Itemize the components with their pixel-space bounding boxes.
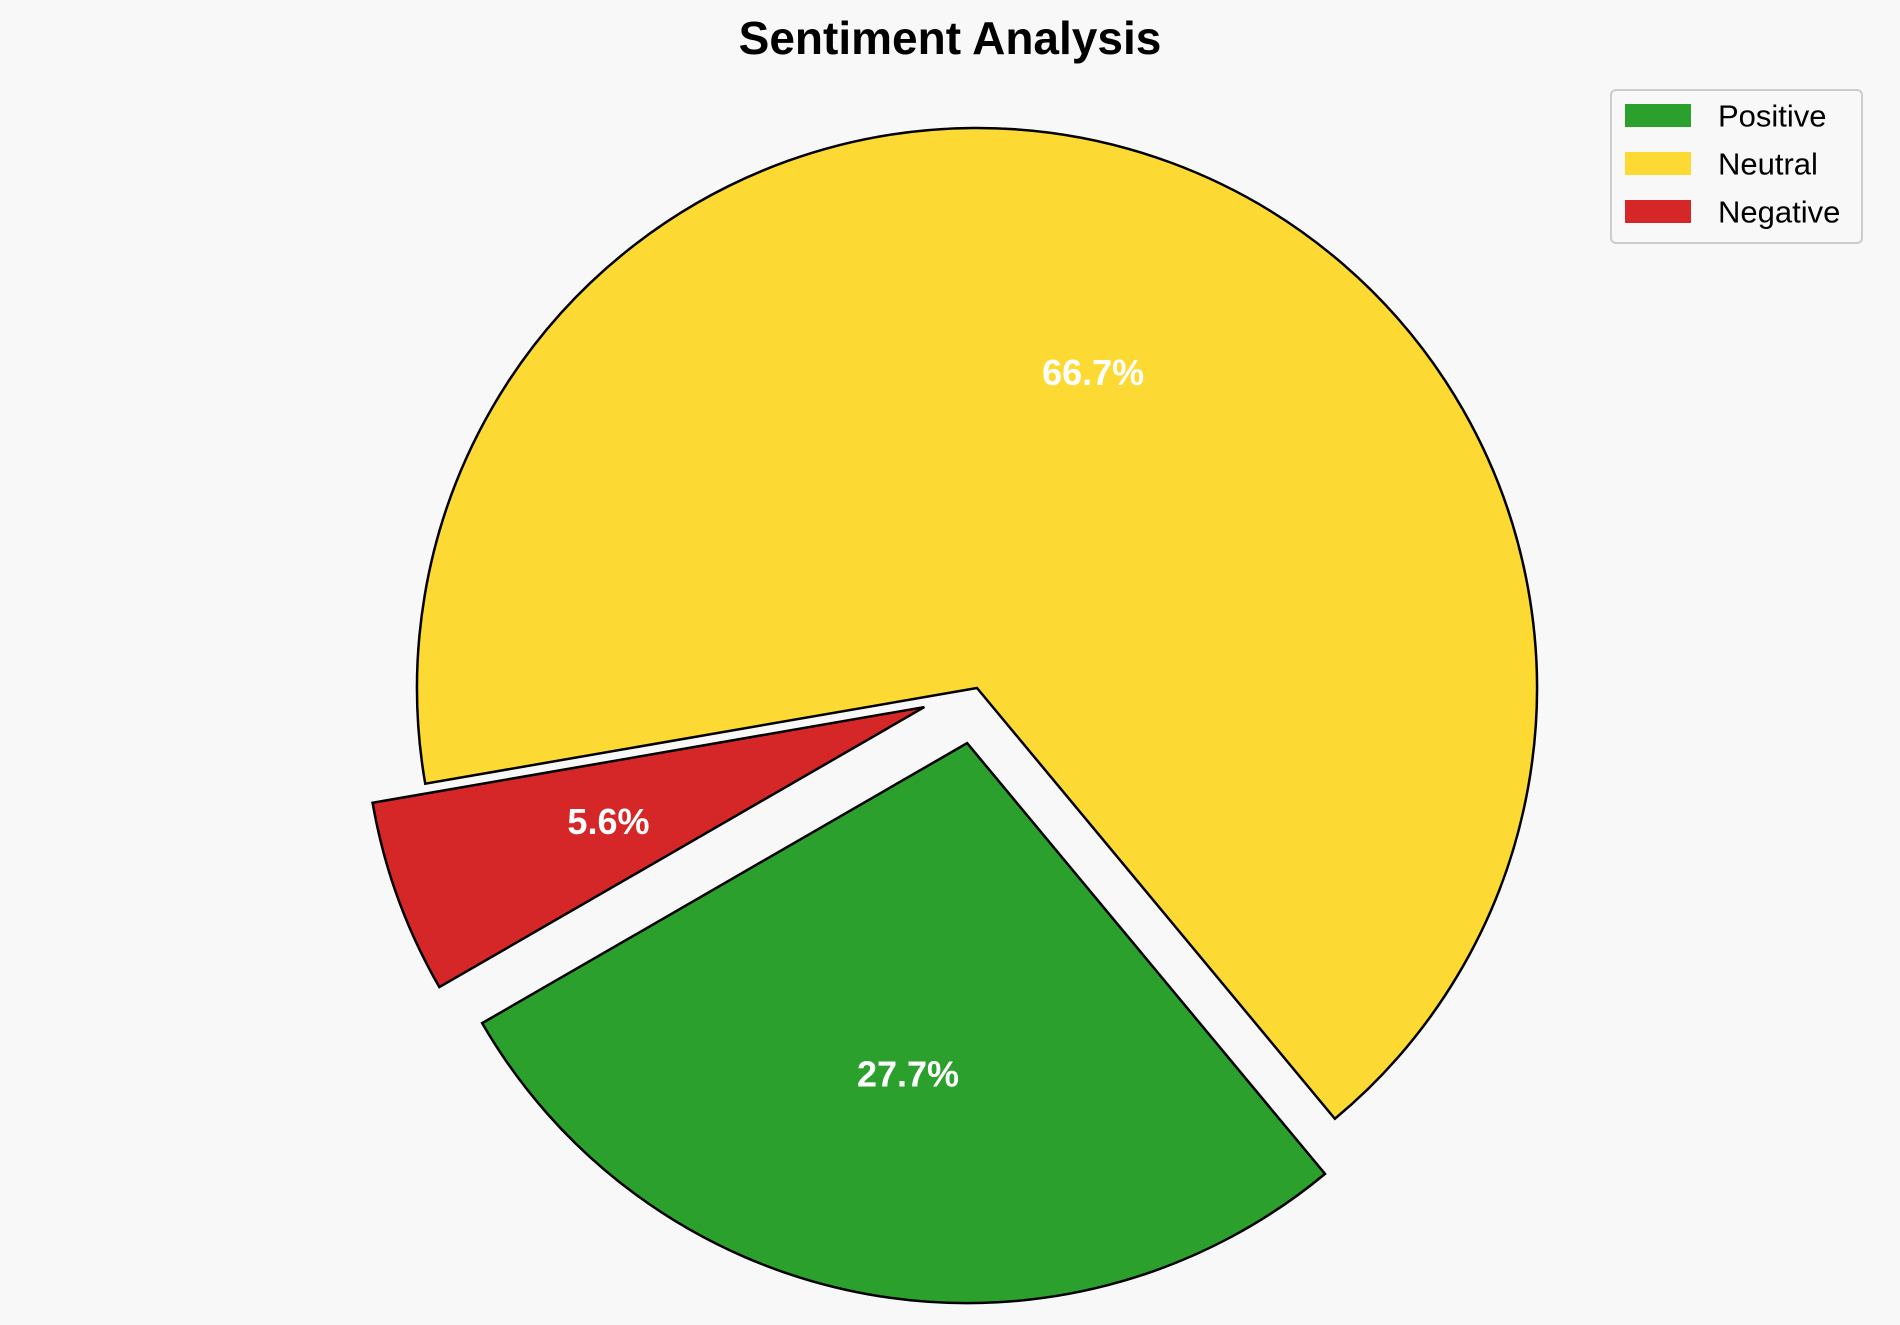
legend-swatch-positive [1625,104,1691,127]
legend-label-neutral: Neutral [1718,147,1818,182]
chart-title: Sentiment Analysis [739,12,1162,64]
slice-label-negative: 5.6% [567,801,649,842]
legend-items: Positive Neutral Negative [1625,99,1840,230]
legend-label-positive: Positive [1718,99,1827,134]
slice-label-positive: 27.7% [857,1053,959,1094]
slice-label-neutral: 66.7% [1042,352,1144,393]
legend: Positive Neutral Negative [1610,89,1863,244]
legend-label-negative: Negative [1718,195,1840,230]
legend-swatch-neutral [1625,152,1691,175]
pie-slice-positive [480,741,1327,1305]
pie-slice-negative [371,705,925,989]
pie-slices [371,126,1539,1305]
pie-slice-neutral [415,126,1539,1121]
legend-swatch-negative [1625,200,1691,223]
pie-slice-labels: 27.7% 66.7% 5.6% [567,352,1144,1094]
